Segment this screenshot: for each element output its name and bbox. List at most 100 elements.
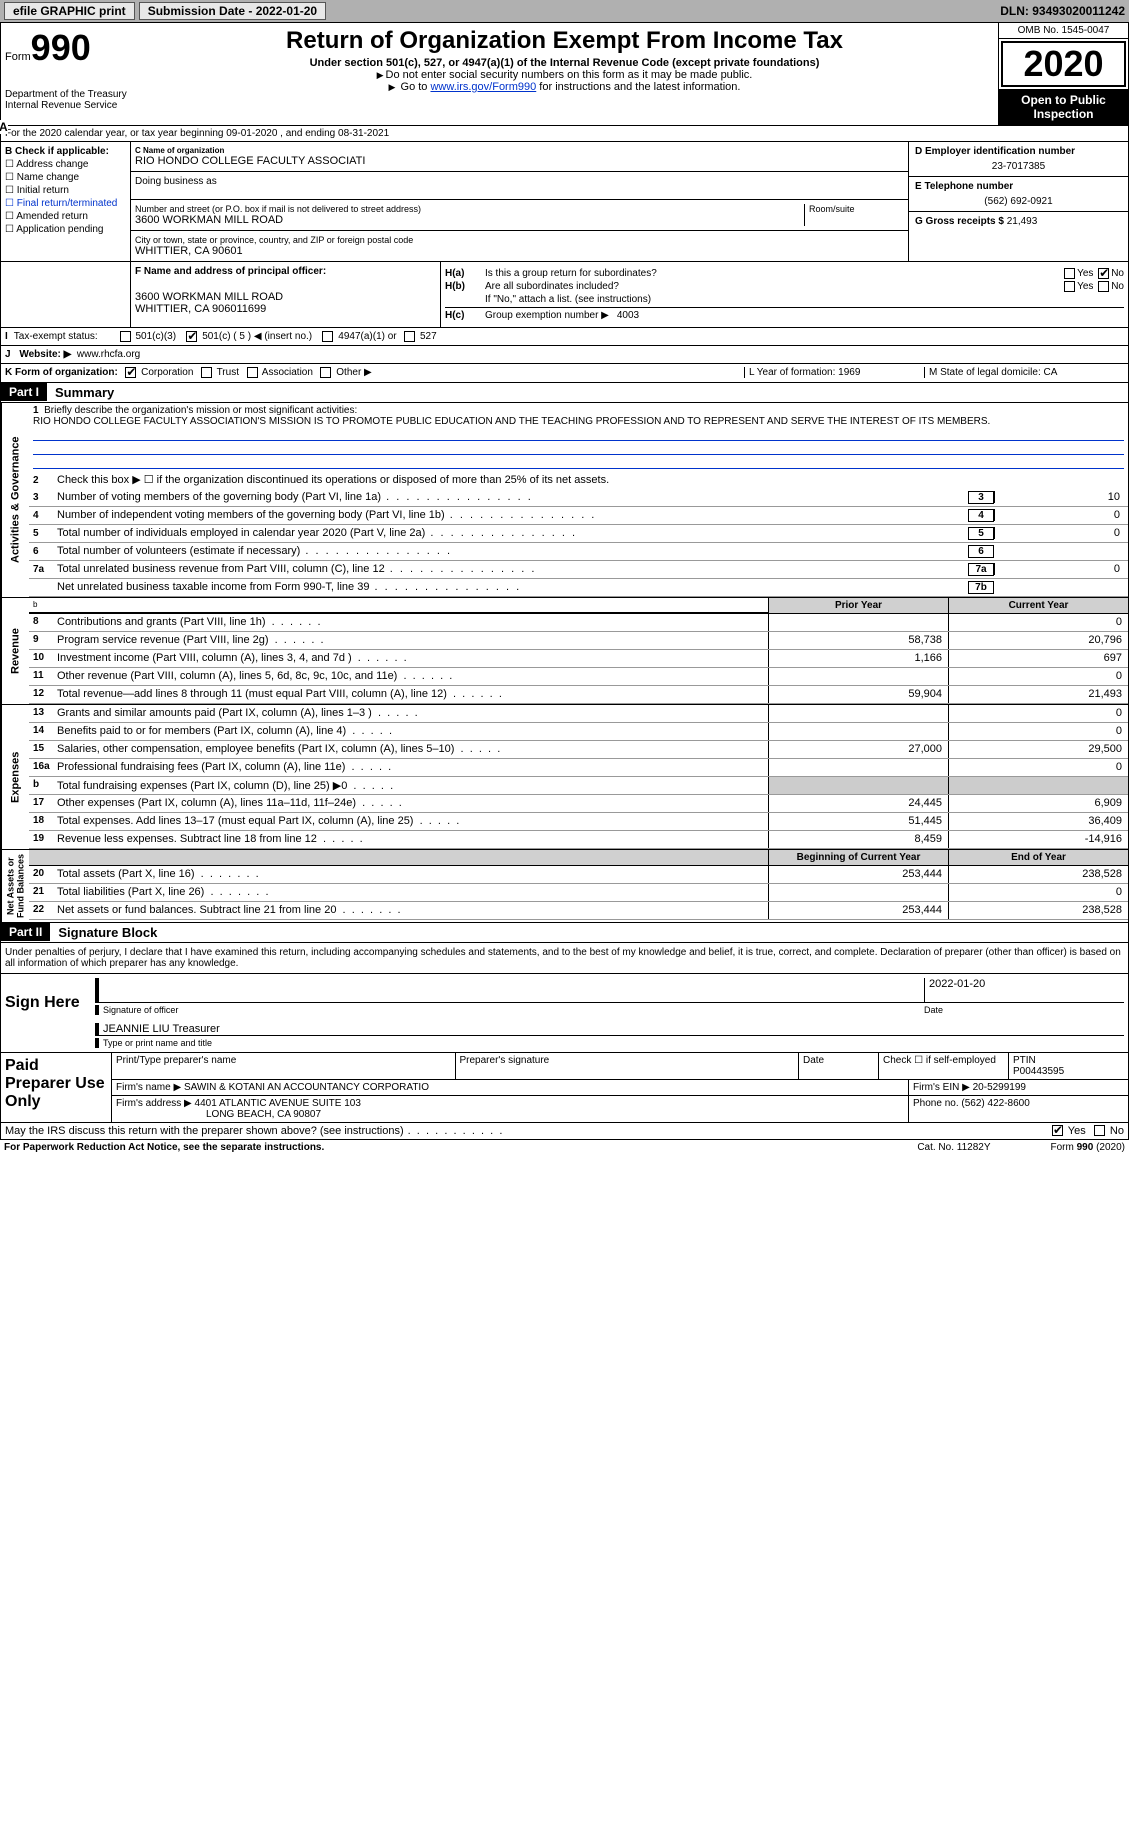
row-v1: 51,445 xyxy=(768,813,948,830)
row-t: Number of independent voting members of … xyxy=(57,509,968,521)
chk-501c[interactable] xyxy=(186,331,197,342)
row-t: Total liabilities (Part X, line 26) . . … xyxy=(57,884,768,901)
exp-row: 18Total expenses. Add lines 13–17 (must … xyxy=(29,813,1128,831)
hb-no[interactable] xyxy=(1098,281,1109,292)
hb-lbl: H(b) xyxy=(445,281,485,292)
gov-row: 5Total number of individuals employed in… xyxy=(29,525,1128,543)
k-o3: Association xyxy=(262,368,313,379)
chk-name[interactable]: ☐ Name change xyxy=(5,172,126,183)
hdr-prior: Prior Year xyxy=(768,598,948,613)
sig-line2: JEANNIE LIU Treasurer xyxy=(95,1023,1124,1036)
hdr-boy: Beginning of Current Year xyxy=(768,850,948,865)
l1-n: 1 xyxy=(33,405,39,416)
efile-button[interactable]: efile GRAPHIC print xyxy=(4,2,135,20)
g-lbl: G Gross receipts $ xyxy=(915,216,1004,227)
hc-row: H(c) Group exemption number ▶ 4003 xyxy=(445,307,1124,321)
no-lbl: No xyxy=(1111,281,1124,292)
k-o4: Other ▶ xyxy=(336,368,371,379)
row-t: Total fundraising expenses (Part IX, col… xyxy=(57,777,768,794)
chk-address[interactable]: ☐ Address change xyxy=(5,159,126,170)
chk-assoc[interactable] xyxy=(247,367,258,378)
yes-lbl: Yes xyxy=(1077,268,1093,279)
submission-date: Submission Date - 2022-01-20 xyxy=(139,2,326,20)
may-no[interactable] xyxy=(1094,1125,1105,1136)
irs-link[interactable]: www.irs.gov/Form990 xyxy=(430,81,536,93)
l-year: L Year of formation: 1969 xyxy=(744,367,924,378)
header-center: Return of Organization Exempt From Incom… xyxy=(131,23,998,125)
summary-netassets: Net Assets orFund Balances Beginning of … xyxy=(0,850,1129,923)
hb-yes[interactable] xyxy=(1064,281,1075,292)
row-n: 13 xyxy=(29,705,57,722)
hdr-eoy: End of Year xyxy=(948,850,1128,865)
row-v2: -14,916 xyxy=(948,831,1128,848)
fh-grid: F Name and address of principal officer:… xyxy=(0,262,1129,328)
part2-bar: Part II Signature Block xyxy=(0,923,1129,943)
faddr2: LONG BEACH, CA 90807 xyxy=(206,1109,321,1120)
part2-title: Signature Block xyxy=(50,923,165,942)
header-left: Form990 Department of the Treasury Inter… xyxy=(1,23,131,125)
sig-field[interactable] xyxy=(95,978,924,1002)
row-n: 20 xyxy=(29,866,57,883)
f-box: F Name and address of principal officer:… xyxy=(131,262,441,327)
o4: 527 xyxy=(420,331,437,342)
row-v2 xyxy=(948,777,1128,794)
row-t: Total number of individuals employed in … xyxy=(57,527,968,539)
row-v2: 0 xyxy=(948,884,1128,901)
may-discuss: May the IRS discuss this return with the… xyxy=(0,1123,1129,1140)
summary-revenue: Revenue b Prior Year Current Year 8Contr… xyxy=(0,598,1129,705)
row-v1: 27,000 xyxy=(768,741,948,758)
chk-527[interactable] xyxy=(404,331,415,342)
yes-lbl: Yes xyxy=(1077,281,1093,292)
footer-right: Form 990 (2020) xyxy=(1051,1142,1125,1153)
may-yes[interactable] xyxy=(1052,1125,1063,1136)
row-v1: 253,444 xyxy=(768,866,948,883)
k-lbl: K Form of organization: xyxy=(5,368,118,379)
chk-amended[interactable]: ☐ Amended return xyxy=(5,211,126,222)
chk-pending[interactable]: ☐ Application pending xyxy=(5,224,126,235)
website: www.rhcfa.org xyxy=(77,349,140,360)
dln: DLN: 93493020011242 xyxy=(1000,4,1125,18)
vlabel-netassets: Net Assets orFund Balances xyxy=(1,850,29,922)
row-v1 xyxy=(768,777,948,794)
exp-row: 14Benefits paid to or for members (Part … xyxy=(29,723,1128,741)
prep-r2: Firm's name ▶ SAWIN & KOTANI AN ACCOUNTA… xyxy=(111,1080,1128,1096)
chk-4947[interactable] xyxy=(322,331,333,342)
ha-yes[interactable] xyxy=(1064,268,1075,279)
chk-other[interactable] xyxy=(320,367,331,378)
row-t: Other expenses (Part IX, column (A), lin… xyxy=(57,795,768,812)
firm-name: Firm's name ▶ SAWIN & KOTANI AN ACCOUNTA… xyxy=(111,1080,908,1095)
row-val: 10 xyxy=(994,491,1124,503)
row-box: 7b xyxy=(968,581,994,594)
preparer-right: Print/Type preparer's name Preparer's si… xyxy=(111,1053,1128,1122)
exp-row: 19Revenue less expenses. Subtract line 1… xyxy=(29,831,1128,849)
omb-number: OMB No. 1545-0047 xyxy=(999,23,1128,39)
hb-text: Are all subordinates included? xyxy=(485,281,619,292)
ha-no[interactable] xyxy=(1098,268,1109,279)
chk-501c3[interactable] xyxy=(120,331,131,342)
officer-name: JEANNIE LIU Treasurer xyxy=(95,1023,1124,1035)
blank-line xyxy=(33,427,1124,441)
goto-pre: Go to xyxy=(401,81,431,93)
chk-corp[interactable] xyxy=(125,367,136,378)
row-t: Total number of volunteers (estimate if … xyxy=(57,545,968,557)
chk-initial[interactable]: ☐ Initial return xyxy=(5,185,126,196)
chk-final[interactable]: ☐ Final return/terminated xyxy=(5,198,126,209)
line-j: J Website: ▶ www.rhcfa.org xyxy=(0,346,1129,364)
rev-row: 12Total revenue—add lines 8 through 11 (… xyxy=(29,686,1128,704)
row-v1 xyxy=(768,705,948,722)
row-t: Total assets (Part X, line 16) . . . . .… xyxy=(57,866,768,883)
rev-rows: b Prior Year Current Year 8Contributions… xyxy=(29,598,1128,704)
dept2: Internal Revenue Service xyxy=(5,100,127,111)
c-name-row: C Name of organization RIO HONDO COLLEGE… xyxy=(131,142,908,172)
row-v2: 0 xyxy=(948,614,1128,631)
row-v2: 6,909 xyxy=(948,795,1128,812)
row-box: 5 xyxy=(968,527,994,540)
dba-lbl: Doing business as xyxy=(135,176,904,187)
row-n: 9 xyxy=(29,632,57,649)
chk-trust[interactable] xyxy=(201,367,212,378)
l2-row: 2 Check this box ▶ ☐ if the organization… xyxy=(29,471,1128,489)
row-n: 19 xyxy=(29,831,57,848)
net-row: 21Total liabilities (Part X, line 26) . … xyxy=(29,884,1128,902)
row-box: 4 xyxy=(968,509,994,522)
e-lbl: E Telephone number xyxy=(915,181,1122,192)
